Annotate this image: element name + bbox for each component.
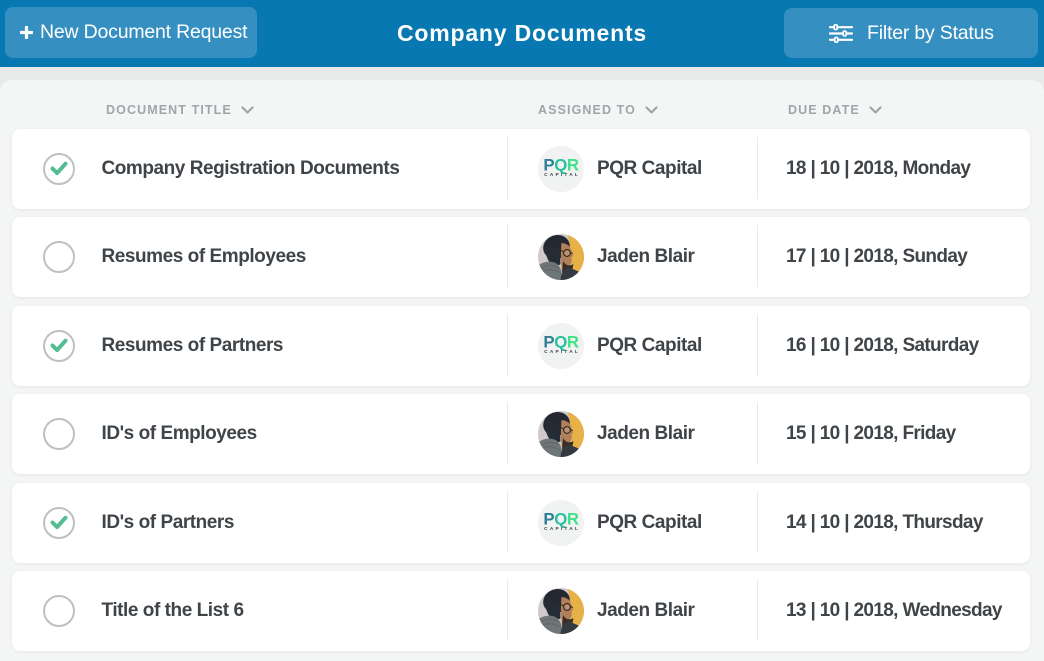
svg-text:CAPITAL: CAPITAL xyxy=(544,349,580,355)
svg-text:CAPITAL: CAPITAL xyxy=(544,172,580,178)
svg-text:CAPITAL: CAPITAL xyxy=(544,525,580,531)
svg-text:PQR: PQR xyxy=(543,332,578,351)
svg-text:PQR: PQR xyxy=(543,156,578,175)
svg-text:PQR: PQR xyxy=(543,509,578,528)
